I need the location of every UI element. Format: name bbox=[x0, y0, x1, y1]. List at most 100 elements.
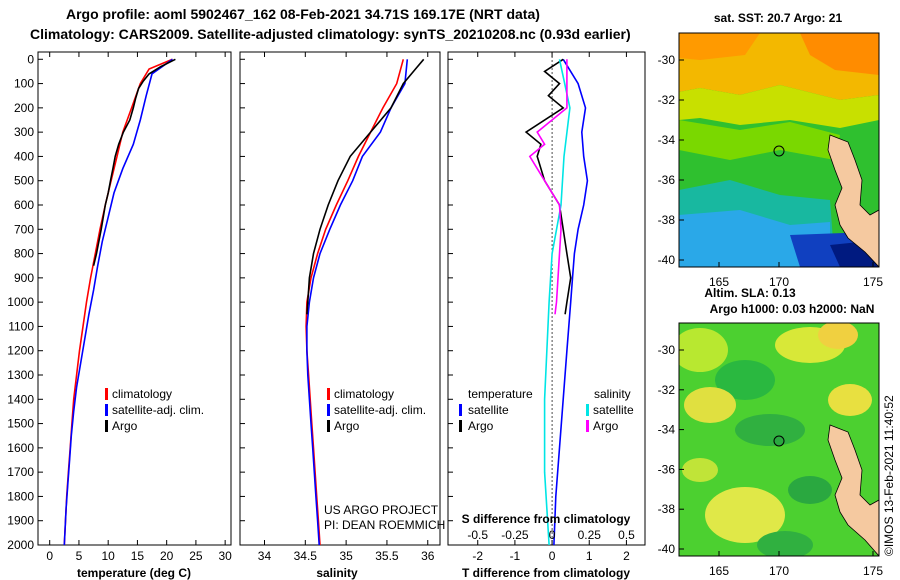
series-line-argo bbox=[306, 58, 425, 315]
chart-title-line2: Climatology: CARS2009. Satellite-adjuste… bbox=[30, 26, 631, 42]
temperature-panel: 0 5 10 15 20 25 30 0 100 200 300 400 500 600 700 800 90… bbox=[7, 51, 232, 580]
map-y-tick-label: -32 bbox=[658, 93, 676, 107]
x-tick-label: 35 bbox=[339, 549, 353, 563]
y-tick-label: 1200 bbox=[7, 344, 34, 358]
legend-argo-swatch bbox=[327, 420, 330, 432]
y-tick-label: 1700 bbox=[7, 465, 34, 479]
series-line-s-satellite bbox=[543, 59, 571, 546]
sla-map-title1: Altim. SLA: 0.13 bbox=[704, 286, 796, 300]
series-line-satellite-adj-clim- bbox=[63, 58, 173, 546]
legend-satellite-swatch bbox=[327, 404, 330, 416]
series-line-argo bbox=[92, 58, 176, 266]
x-tick-label: 5 bbox=[76, 549, 83, 563]
x-tick-label: 34.5 bbox=[294, 549, 318, 563]
y-tick-label: 1000 bbox=[7, 295, 34, 309]
temperature-plot-frame bbox=[37, 51, 232, 546]
y-tick-label: 800 bbox=[14, 247, 34, 261]
salinity-x-ticks: 34 34.5 35 35.5 36 bbox=[240, 52, 435, 563]
top-tick-label: 0.25 bbox=[578, 528, 602, 542]
difference-series-group bbox=[524, 58, 589, 546]
salinity-plot-frame bbox=[239, 51, 441, 546]
map-y-tick-label: -40 bbox=[658, 253, 676, 267]
difference-top-label: S difference from climatology bbox=[462, 512, 631, 526]
legend-t-argo-swatch bbox=[459, 420, 462, 432]
y-tick-label: 500 bbox=[14, 174, 34, 188]
legend-t-satellite-label: satellite bbox=[468, 403, 509, 417]
y-tick-label: 1600 bbox=[7, 441, 34, 455]
legend-salinity-title: salinity bbox=[594, 387, 631, 401]
legend-climatology-swatch bbox=[327, 388, 330, 400]
y-tick-label: 1800 bbox=[7, 489, 34, 503]
y-tick-label: 700 bbox=[14, 222, 34, 236]
top-tick-label: -0.5 bbox=[467, 528, 488, 542]
difference-x-label: T difference from climatology bbox=[462, 566, 630, 580]
temperature-y-ticks: 0 100 200 300 400 500 600 700 800 900 1000 1100 1200… bbox=[7, 52, 43, 552]
temperature-series-group bbox=[63, 58, 176, 546]
top-tick-label: 0 bbox=[549, 528, 556, 542]
x-tick-label: 36 bbox=[421, 549, 435, 563]
legend-t-argo-label: Argo bbox=[468, 419, 494, 433]
series-line-t-argo bbox=[524, 58, 572, 315]
difference-panel: -2 -1 0 1 2 -0.5 -0.25 0 0.25 0.5 T difference f… bbox=[447, 51, 646, 580]
difference-top-ticks: -0.5 -0.25 0 0.25 0.5 bbox=[467, 528, 635, 542]
x-tick-label: 20 bbox=[160, 549, 174, 563]
legend-satellite-label: satellite-adj. clim. bbox=[334, 403, 426, 417]
x-tick-label: 34 bbox=[258, 549, 272, 563]
temperature-x-ticks: 0 5 10 15 20 25 30 bbox=[46, 52, 232, 563]
y-tick-label: 1500 bbox=[7, 417, 34, 431]
legend-climatology-label: climatology bbox=[112, 387, 172, 401]
x-tick-label: 2 bbox=[623, 549, 630, 563]
map-x-tick-label: 175 bbox=[863, 275, 883, 289]
salinity-panel: 34 34.5 35 35.5 36 salinity climatology sate… bbox=[239, 51, 445, 580]
legend-s-argo-swatch bbox=[586, 420, 589, 432]
sla-map-title2: Argo h1000: 0.03 h2000: NaN bbox=[710, 302, 875, 316]
x-tick-label: 10 bbox=[102, 549, 116, 563]
y-tick-label: 1300 bbox=[7, 368, 34, 382]
y-tick-label: 900 bbox=[14, 271, 34, 285]
x-tick-label: -2 bbox=[472, 549, 483, 563]
sla-map-field bbox=[679, 323, 879, 556]
map-y-tick-label: -34 bbox=[658, 423, 676, 437]
legend-s-satellite-label: satellite bbox=[593, 403, 634, 417]
temperature-x-label: temperature (deg C) bbox=[77, 566, 191, 580]
credit-project: US ARGO PROJECT bbox=[324, 503, 439, 517]
legend-temperature-title: temperature bbox=[468, 387, 533, 401]
legend-s-argo-label: Argo bbox=[593, 419, 619, 433]
x-tick-label: 1 bbox=[586, 549, 593, 563]
map-y-tick-label: -32 bbox=[658, 383, 676, 397]
copyright-stamp: ©IMOS 13-Feb-2021 11:40:52 bbox=[882, 395, 896, 556]
y-tick-label: 200 bbox=[14, 101, 34, 115]
y-tick-label: 1100 bbox=[8, 319, 34, 333]
sst-map-field bbox=[679, 33, 879, 267]
y-tick-label: 2000 bbox=[7, 538, 34, 552]
legend-satellite-label: satellite-adj. clim. bbox=[112, 403, 204, 417]
y-tick-label: 1900 bbox=[7, 514, 34, 528]
map-y-tick-label: -38 bbox=[658, 502, 676, 516]
argo-location-marker bbox=[773, 145, 785, 157]
argo-location-marker bbox=[773, 435, 785, 447]
x-tick-label: 0 bbox=[549, 549, 556, 563]
map-x-tick-label: 165 bbox=[709, 275, 729, 289]
map-y-tick-label: -38 bbox=[658, 213, 676, 227]
map-y-tick-label: -30 bbox=[658, 343, 676, 357]
credit-pi: PI: DEAN ROEMMICH bbox=[324, 518, 445, 532]
difference-plot-frame bbox=[447, 51, 646, 546]
map-x-tick-label: 170 bbox=[769, 564, 789, 578]
map-x-tick-label: 175 bbox=[863, 564, 883, 578]
y-tick-label: 100 bbox=[14, 77, 34, 91]
top-tick-label: -0.25 bbox=[501, 528, 529, 542]
x-tick-label: 35.5 bbox=[375, 549, 399, 563]
x-tick-label: 0 bbox=[46, 549, 53, 563]
y-tick-label: 0 bbox=[27, 52, 34, 66]
sst-map-title: sat. SST: 20.7 Argo: 21 bbox=[714, 11, 843, 25]
legend-t-satellite-swatch bbox=[459, 404, 462, 416]
sst-map-ticks: -30 -32 -34 -36 -38 -40 165 170 175 bbox=[658, 53, 884, 289]
map-y-tick-label: -36 bbox=[658, 173, 676, 187]
salinity-x-label: salinity bbox=[316, 566, 358, 580]
x-tick-label: 30 bbox=[218, 549, 232, 563]
y-tick-label: 300 bbox=[14, 125, 34, 139]
legend-argo-swatch bbox=[105, 420, 108, 432]
legend-climatology-label: climatology bbox=[334, 387, 394, 401]
series-line-t-satellite bbox=[553, 58, 589, 546]
map-y-tick-label: -34 bbox=[658, 133, 676, 147]
